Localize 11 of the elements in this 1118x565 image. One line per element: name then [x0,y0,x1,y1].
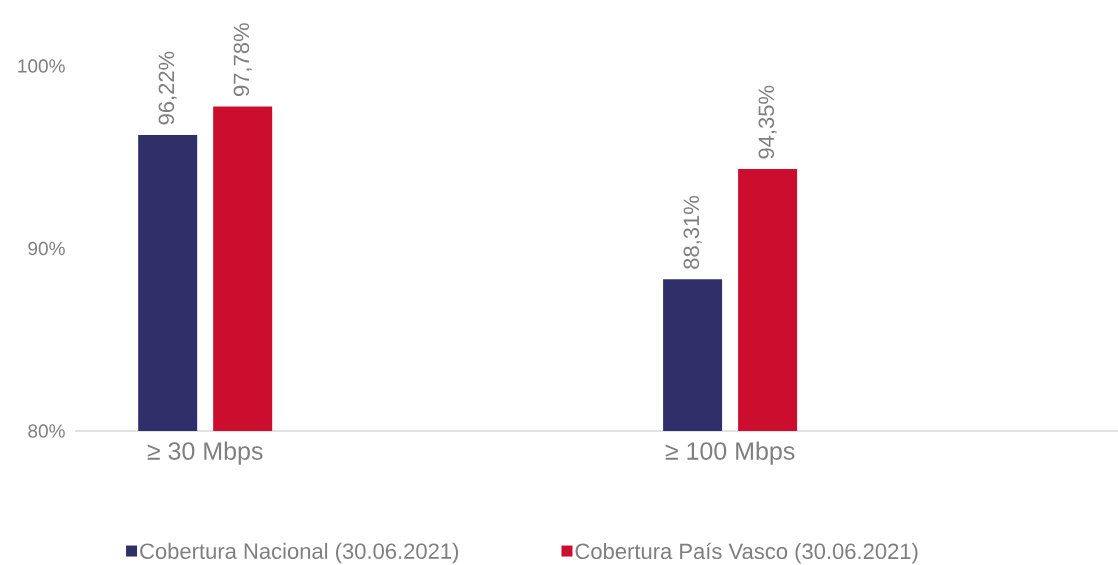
data-label: 97,78% [233,23,252,96]
x-tick-label: ≥ 30 Mbps [147,441,263,465]
x-tick-label: ≥ 100 Mbps [665,441,795,465]
data-label: 88,31% [683,196,702,269]
y-tick-label: 100% [18,59,65,73]
legend-label: Cobertura Nacional (30.06.2021) [140,542,459,564]
y-tick-label: 80% [28,424,65,438]
y-tick-label: 90% [28,241,65,256]
data-label: 94,35% [758,85,777,159]
data-label: 96,22% [158,51,177,125]
legend-label: Cobertura País Vasco (30.06.2021) [575,542,918,564]
